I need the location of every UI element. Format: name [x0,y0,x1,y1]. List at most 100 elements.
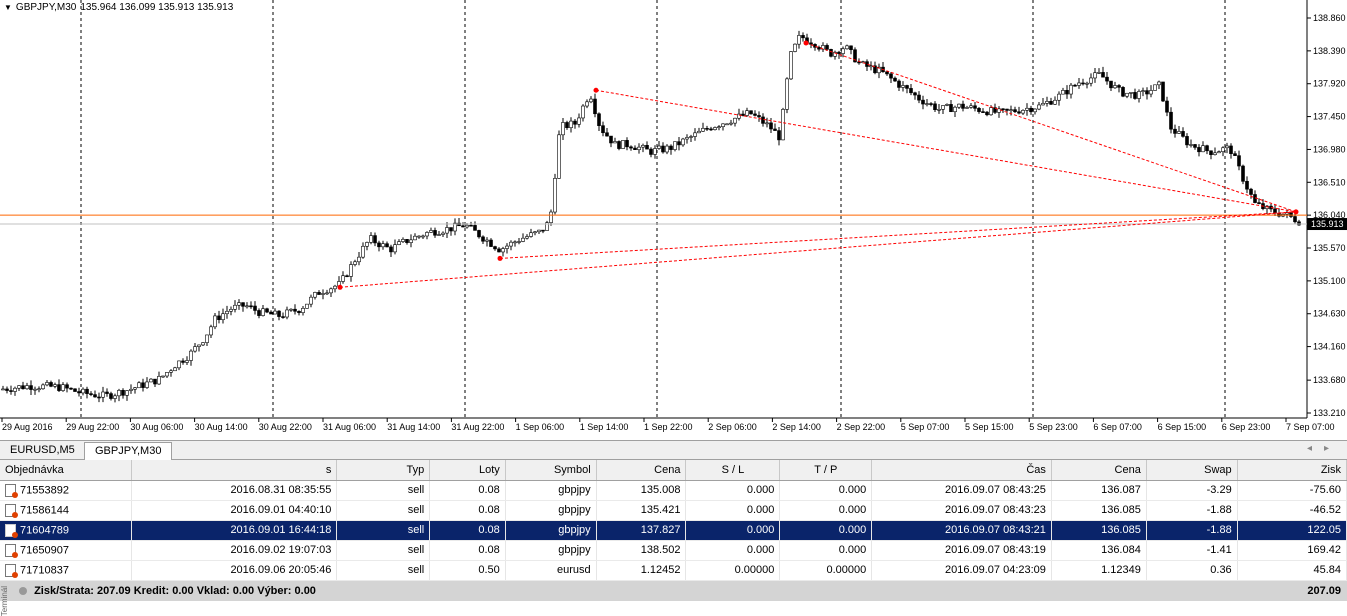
candle-body [373,235,377,244]
cell-stop-loss: 0.000 [685,500,781,521]
candle-body [305,303,309,309]
candle-body [217,315,221,321]
dropdown-triangle-icon[interactable]: ▼ [4,3,12,12]
time-tick-label: 5 Sep 15:00 [965,422,1014,432]
candle-body [1001,108,1005,111]
trade-close-marker [1293,209,1299,215]
table-row[interactable]: 71586144 2016.09.01 04:40:10 sell 0.08 gbpjp… [0,500,1347,521]
candle-body [877,66,881,74]
candle-body [649,148,653,155]
cell-lots: 0.50 [429,560,506,581]
cell-current-price: 136.084 [1051,540,1147,561]
candle-body [81,388,85,394]
col-open-price[interactable]: Cena [596,460,687,481]
cell-text: 0.000 [838,504,867,516]
cell-order-number: 71586144 [0,500,133,521]
candle-body [1093,72,1097,79]
cell-symbol: gbpjpy [505,540,597,561]
col-type[interactable]: Typ [336,460,431,481]
col-order[interactable]: Objednávka [0,460,133,481]
cell-text: 2016.09.01 16:44:18 [230,524,332,536]
candle-body [753,113,757,116]
candle-body [413,235,417,241]
candle-body [269,311,273,315]
col-lots[interactable]: Loty [429,460,506,481]
chart-canvas[interactable]: 138.860 138.390 137.920 137.450 136.980 136.5… [0,0,1347,440]
candle-body [1077,82,1081,86]
candle-body [1017,111,1021,114]
cell-text: 2016.09.07 08:43:21 [944,524,1046,536]
col-profit[interactable]: Zisk [1237,460,1347,481]
candle-body [1293,216,1297,223]
candle-body [377,242,381,248]
candle-body [1,388,5,391]
table-row[interactable]: 71710837 2016.09.06 20:05:46 sell 0.50 eurus… [0,560,1347,581]
tab-eurusd-m5[interactable]: EURUSD,M5 [0,442,86,460]
col-swap[interactable]: Swap [1146,460,1238,481]
table-header-row: Objednávka s Typ Loty Symbol Cena S / L … [0,460,1347,481]
cell-open-price: 135.421 [596,500,687,521]
table-row[interactable]: 71650907 2016.09.02 19:07:03 sell 0.08 gbpjp… [0,540,1347,561]
tab-scroll-arrows-icon[interactable]: ◂▸ [1306,443,1341,454]
candle-body [37,388,41,391]
col-open-time[interactable]: s [131,460,338,481]
candle-body [645,145,649,150]
col-tp[interactable]: T / P [779,460,873,481]
candle-body [241,302,245,307]
candle-body [973,105,977,109]
candle-body [1073,84,1077,87]
candle-body [453,222,457,232]
cell-text: 0.08 [478,524,500,536]
cell-open-price: 1.12452 [596,560,687,581]
candle-body [429,230,433,233]
candle-body [1193,144,1197,148]
candle-body [1009,109,1013,111]
candle-body [29,385,33,390]
col-price[interactable]: Cena [1051,460,1147,481]
candle-body [225,310,229,315]
candle-body [833,51,837,57]
cell-text: gbpjpy [558,484,591,496]
table-row[interactable]: 71553892 2016.08.31 08:35:55 sell 0.08 gbpjp… [0,480,1347,501]
col-sl[interactable]: S / L [685,460,781,481]
candle-body [693,132,697,137]
cell-symbol: gbpjpy [505,500,597,521]
candle-body [445,227,449,234]
cell-text: 169.42 [1307,544,1341,556]
cell-text: 2016.09.01 04:40:10 [230,504,332,516]
candle-body [405,239,409,243]
candle-body [77,391,81,394]
candle-body [521,237,525,242]
cell-stop-loss: 0.000 [685,520,781,541]
col-close-time[interactable]: Čas [871,460,1052,481]
candle-body [689,136,693,138]
candle-body [493,246,497,250]
cell-text: 137.827 [640,524,681,536]
cell-text: 0.00000 [826,564,867,576]
candle-body [97,396,101,399]
candle-body [577,117,581,125]
candle-body [301,308,305,313]
candle-body [989,107,993,116]
candle-body [913,92,917,96]
cell-lots: 0.08 [429,520,506,541]
candle-body [1065,90,1069,95]
candle-body [673,141,677,150]
col-symbol[interactable]: Symbol [505,460,597,481]
candle-body [1089,77,1093,84]
table-row[interactable]: 71604789 2016.09.01 16:44:18 sell 0.08 gbpjp… [0,520,1347,541]
price-chart[interactable]: 138.860 138.390 137.920 137.450 136.980 136.5… [0,0,1347,440]
trade-open-marker [497,255,503,261]
candle-body [617,141,621,149]
candle-body [297,310,301,313]
candle-body [85,388,89,394]
candle-body [957,103,961,108]
candle-body [257,310,261,316]
candle-body [821,45,825,50]
candle-body [933,103,937,111]
tab-gbpjpy-m30[interactable]: GBPJPY,M30 [84,442,173,460]
candle-body [905,85,909,89]
candle-body [145,381,149,388]
cell-text: 71710837 [20,563,69,576]
candle-body [581,105,585,119]
